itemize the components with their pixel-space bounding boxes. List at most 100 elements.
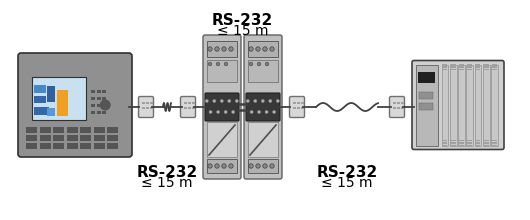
Bar: [96, 97, 101, 100]
Bar: [467, 68, 472, 70]
Text: ≤ 15 m: ≤ 15 m: [142, 176, 193, 190]
Bar: [66, 143, 77, 149]
Bar: [40, 127, 50, 133]
Bar: [397, 107, 400, 109]
Bar: [91, 111, 95, 114]
Circle shape: [246, 99, 250, 103]
Bar: [442, 141, 447, 143]
Bar: [393, 107, 395, 109]
FancyBboxPatch shape: [412, 61, 504, 150]
Text: RS-232: RS-232: [316, 165, 377, 180]
Bar: [483, 140, 489, 141]
Circle shape: [224, 62, 228, 66]
Bar: [397, 102, 400, 104]
Bar: [297, 102, 299, 104]
Bar: [53, 143, 64, 149]
Bar: [248, 122, 278, 157]
Bar: [93, 127, 104, 133]
Circle shape: [250, 110, 253, 114]
Circle shape: [256, 164, 260, 168]
Bar: [188, 102, 190, 104]
Bar: [418, 72, 435, 82]
Circle shape: [270, 47, 274, 51]
Bar: [483, 64, 489, 65]
Bar: [467, 64, 472, 65]
Bar: [248, 60, 278, 82]
Bar: [34, 85, 46, 93]
Bar: [93, 143, 104, 149]
Bar: [393, 102, 395, 104]
Bar: [102, 90, 106, 93]
FancyBboxPatch shape: [181, 97, 196, 117]
Circle shape: [249, 62, 253, 66]
Circle shape: [256, 47, 260, 51]
Bar: [96, 104, 101, 107]
Bar: [32, 77, 86, 120]
FancyBboxPatch shape: [203, 35, 241, 179]
Bar: [492, 141, 497, 143]
Bar: [66, 135, 77, 141]
Bar: [401, 102, 403, 104]
Bar: [483, 67, 489, 68]
Bar: [91, 104, 95, 107]
Bar: [91, 97, 95, 100]
Bar: [450, 64, 456, 145]
Bar: [91, 90, 95, 93]
Bar: [483, 143, 489, 144]
Circle shape: [222, 164, 226, 168]
Bar: [419, 103, 433, 110]
Bar: [146, 107, 148, 109]
Bar: [467, 141, 472, 143]
Bar: [47, 86, 55, 103]
Bar: [26, 135, 37, 141]
Bar: [142, 102, 145, 104]
Bar: [80, 127, 91, 133]
Bar: [458, 141, 464, 143]
Bar: [207, 60, 237, 82]
Bar: [458, 67, 464, 68]
Bar: [442, 143, 447, 144]
Bar: [53, 127, 64, 133]
Bar: [492, 64, 497, 65]
Bar: [416, 64, 438, 145]
FancyBboxPatch shape: [205, 93, 239, 121]
Bar: [207, 159, 237, 173]
Bar: [475, 140, 480, 141]
Bar: [107, 135, 118, 141]
Bar: [207, 41, 237, 57]
Bar: [475, 64, 481, 145]
Bar: [475, 141, 480, 143]
Text: ≤ 15 m: ≤ 15 m: [321, 176, 373, 190]
Bar: [40, 143, 50, 149]
Bar: [458, 143, 464, 144]
Bar: [80, 143, 91, 149]
Bar: [150, 107, 153, 109]
Bar: [142, 107, 145, 109]
Circle shape: [265, 62, 269, 66]
Bar: [107, 127, 118, 133]
Bar: [419, 92, 433, 99]
Bar: [301, 102, 304, 104]
Bar: [458, 64, 464, 65]
Bar: [441, 64, 448, 145]
Bar: [467, 140, 472, 141]
Bar: [26, 143, 37, 149]
Bar: [96, 90, 101, 93]
Bar: [492, 140, 497, 141]
Bar: [450, 141, 456, 143]
FancyBboxPatch shape: [18, 53, 132, 157]
FancyBboxPatch shape: [244, 35, 282, 179]
Bar: [57, 90, 68, 116]
Bar: [475, 68, 480, 70]
Circle shape: [261, 99, 264, 103]
Circle shape: [222, 47, 226, 51]
Bar: [102, 97, 106, 100]
Circle shape: [257, 62, 261, 66]
Bar: [458, 68, 464, 70]
Circle shape: [224, 110, 227, 114]
Circle shape: [205, 99, 208, 103]
Bar: [442, 64, 447, 65]
Circle shape: [208, 62, 212, 66]
Bar: [491, 64, 498, 145]
Circle shape: [269, 99, 272, 103]
